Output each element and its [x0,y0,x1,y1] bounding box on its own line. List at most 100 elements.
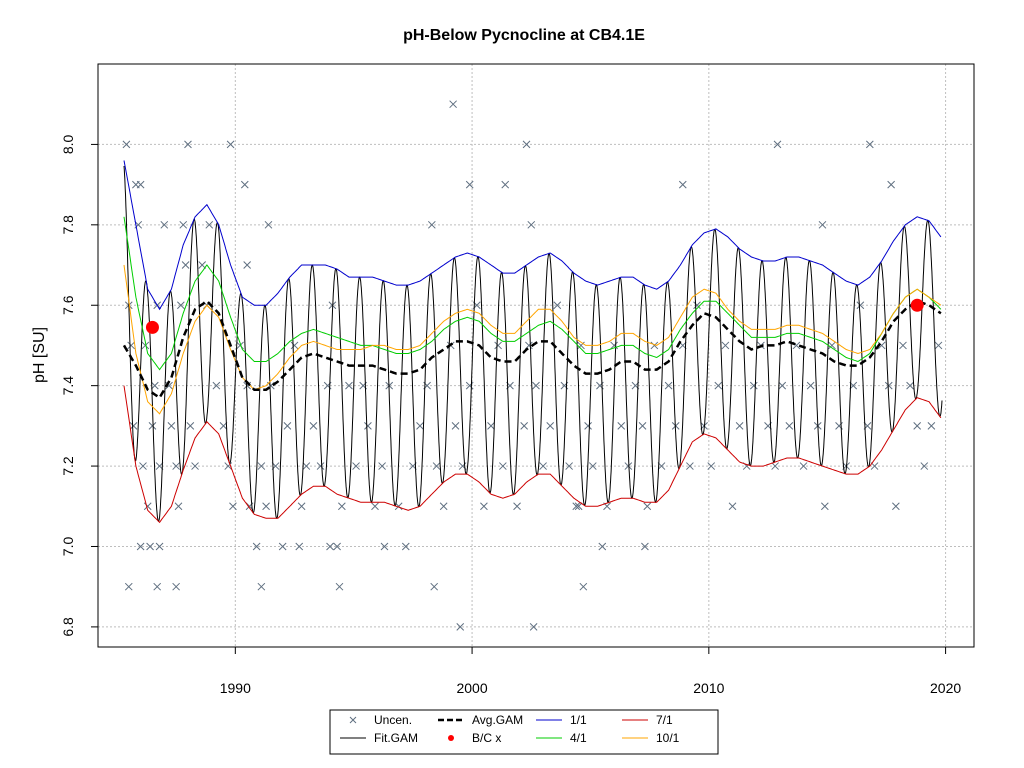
uncen-point [136,180,145,189]
x-tick-label: 2020 [930,680,961,696]
uncen-points [122,100,943,631]
uncen-point [139,462,147,470]
uncen-point [529,623,538,631]
uncen-point [257,582,266,591]
uncen-point [906,381,914,390]
uncen-point [778,381,787,390]
uncen-point [799,462,808,470]
uncen-point [416,422,424,430]
uncen-point [887,180,895,189]
uncen-point [136,542,145,551]
uncen-point [264,220,273,229]
uncen-point [828,341,836,350]
uncen-point [295,542,304,551]
uncen-point [686,462,694,470]
uncen-point [870,462,879,470]
uncen-point [309,422,318,430]
y-tick-label: 6.8 [60,617,76,637]
legend-box [329,709,719,755]
uncen-point [129,422,138,430]
chart-title: pH-Below Pycnocline at CB4.1E [403,27,645,44]
y-tick-label: 7.4 [60,376,76,396]
uncen-point [155,542,164,551]
y-tick-label: 7.0 [60,537,76,557]
uncen-point [579,582,588,591]
uncen-point [153,582,162,591]
uncen-point [749,381,758,390]
uncen-point [584,422,592,430]
uncen-point [899,341,907,350]
y-axis-title: pH [SU] [31,327,48,383]
uncen-point [205,220,214,229]
uncen-point [721,341,730,350]
uncen-point [577,341,585,350]
uncen-point [338,502,346,511]
x-tick-label: 1990 [220,680,251,696]
legend-swatch-uncen [349,716,357,724]
uncen-point [728,502,737,511]
uncen-point [224,462,233,470]
bc-point [145,320,159,334]
uncen-point [252,542,261,551]
uncen-point [174,502,183,511]
uncen-point [707,462,716,470]
fit-gam-path [123,165,943,522]
uncen-point [598,542,607,551]
uncen-point [243,261,252,269]
uncen-point [212,381,221,390]
legend-label: B/C x [472,731,501,745]
bc-point [910,298,924,312]
uncen-point [487,422,495,430]
uncen-point [184,140,192,149]
uncen-point [172,462,180,470]
uncen-point [553,301,562,310]
uncen-point [430,582,439,591]
uncen-point [148,422,157,430]
uncen-point [539,462,547,470]
uncen-point [345,381,353,390]
uncen-point [820,502,829,511]
uncen-point [522,140,531,149]
uncen-point [290,341,299,350]
y-axis: 6.8 7.0 7.2 7.4 7.6 7.8 8.0 [60,134,99,637]
x-tick-label: 2010 [693,680,724,696]
uncen-point [818,220,827,229]
uncen-point [525,341,533,350]
uncen-point [494,341,502,350]
uncen-point [920,462,929,470]
uncen-point [378,462,386,470]
fit-gam-line [123,165,943,522]
uncen-point [664,381,673,390]
uncen-point [333,542,341,551]
uncen-point [773,140,782,149]
uncen-point [127,341,135,350]
series-line-11 [123,160,942,311]
legend-label: 7/1 [656,713,673,727]
uncen-point [146,542,154,551]
uncen-point [480,502,488,511]
uncen-point [160,220,169,229]
uncen-point [641,542,649,551]
x-tick-label: 2000 [456,680,487,696]
uncen-point [572,502,581,511]
legend-label: 4/1 [570,731,587,745]
uncen-point [546,422,555,430]
uncen-point [693,301,701,310]
uncen-point [335,582,344,591]
uncen-point [771,462,779,470]
uncen-point [856,301,865,310]
uncen-point [638,422,647,430]
legend-label: Fit.GAM [374,731,418,745]
legend-label: Avg.GAM [472,713,523,727]
uncen-point [884,381,893,390]
uncen-point [401,542,410,551]
uncen-point [124,582,133,591]
uncen-point [439,502,448,511]
bc-points [145,298,924,334]
uncen-point [122,140,131,149]
uncen-point [865,140,874,149]
uncen-point [262,502,270,511]
uncen-point [143,502,152,511]
uncen-point [326,542,334,551]
